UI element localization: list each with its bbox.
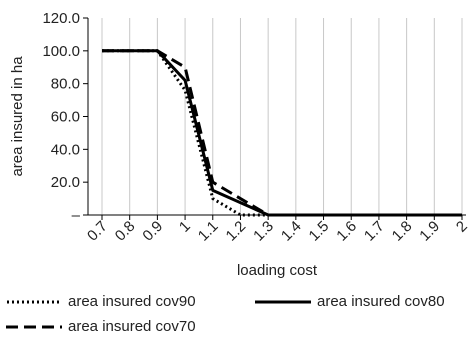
x-tick-label: 2	[453, 218, 471, 236]
y-tick-label: 100.0	[42, 43, 80, 60]
series-line-dashed	[102, 49, 462, 217]
y-tick-label: 120.0	[42, 10, 80, 27]
y-tick-labels: – 20.0 40.0 60.0 80.0 100.0 120.0	[42, 10, 80, 224]
x-tick-label: 1.8	[389, 218, 416, 245]
x-tick-label: 1.4	[278, 218, 305, 245]
x-tick-label: 0.9	[139, 218, 166, 245]
grid-lines	[101, 18, 463, 215]
x-tick-label: 1.6	[333, 218, 360, 245]
legend-label: area insured cov80	[317, 293, 445, 310]
y-tick-label: 20.0	[51, 174, 80, 191]
y-tick-label: –	[72, 207, 81, 224]
y-tick-label: 80.0	[51, 76, 80, 93]
series-line-dotted	[102, 49, 462, 217]
x-tick-labels: 0.7 0.8 0.9 1 1.1 1.2 1.3 1.4 1.5 1.6 1.7 1.8 1.9 2	[84, 218, 471, 245]
legend-swatch-solid	[255, 300, 311, 303]
y-axis-title: area insured in ha	[9, 56, 26, 177]
x-tick-label: 1.2	[223, 218, 250, 245]
y-tick-label: 40.0	[51, 141, 80, 158]
x-tick-label: 1.5	[306, 218, 333, 245]
legend-item-cov80: area insured cov80	[255, 293, 445, 310]
legend-label: area insured cov70	[68, 318, 196, 335]
x-tick-label: 0.8	[112, 218, 139, 245]
legend-label: area insured cov90	[68, 293, 196, 310]
x-tick-label: 0.7	[84, 218, 111, 245]
x-tick-label: 1.3	[250, 218, 277, 245]
x-tick-label: 1.1	[195, 218, 222, 245]
axes	[83, 17, 466, 220]
x-tick-label: 1.9	[416, 218, 443, 245]
x-axis-title: loading cost	[237, 262, 318, 279]
legend-item-cov90: area insured cov90	[6, 293, 196, 310]
legend-item-cov70: area insured cov70	[6, 318, 196, 335]
legend-swatch-dotted	[7, 300, 62, 303]
series-lines	[102, 49, 462, 217]
x-tick-label: 1.7	[361, 218, 388, 245]
series-line-solid	[102, 49, 462, 217]
y-tick-label: 60.0	[51, 109, 80, 126]
legend-swatch-dashed	[6, 325, 62, 328]
x-tick-label: 1	[176, 218, 194, 236]
